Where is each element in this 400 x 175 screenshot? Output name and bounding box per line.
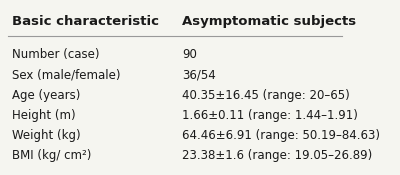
Text: 1.66±0.11 (range: 1.44–1.91): 1.66±0.11 (range: 1.44–1.91) xyxy=(182,109,358,122)
Text: Sex (male/female): Sex (male/female) xyxy=(12,68,120,81)
Text: 23.38±1.6 (range: 19.05–26.89): 23.38±1.6 (range: 19.05–26.89) xyxy=(182,149,373,163)
Text: Basic characteristic: Basic characteristic xyxy=(12,15,159,28)
Text: Height (m): Height (m) xyxy=(12,109,76,122)
Text: 36/54: 36/54 xyxy=(182,68,216,81)
Text: 40.35±16.45 (range: 20–65): 40.35±16.45 (range: 20–65) xyxy=(182,89,350,101)
Text: Asymptomatic subjects: Asymptomatic subjects xyxy=(182,15,356,28)
Text: 90: 90 xyxy=(182,48,197,61)
Text: Weight (kg): Weight (kg) xyxy=(12,129,80,142)
Text: BMI (kg/ cm²): BMI (kg/ cm²) xyxy=(12,149,91,163)
Text: 64.46±6.91 (range: 50.19–84.63): 64.46±6.91 (range: 50.19–84.63) xyxy=(182,129,380,142)
Text: Number (case): Number (case) xyxy=(12,48,99,61)
Text: Age (years): Age (years) xyxy=(12,89,80,101)
